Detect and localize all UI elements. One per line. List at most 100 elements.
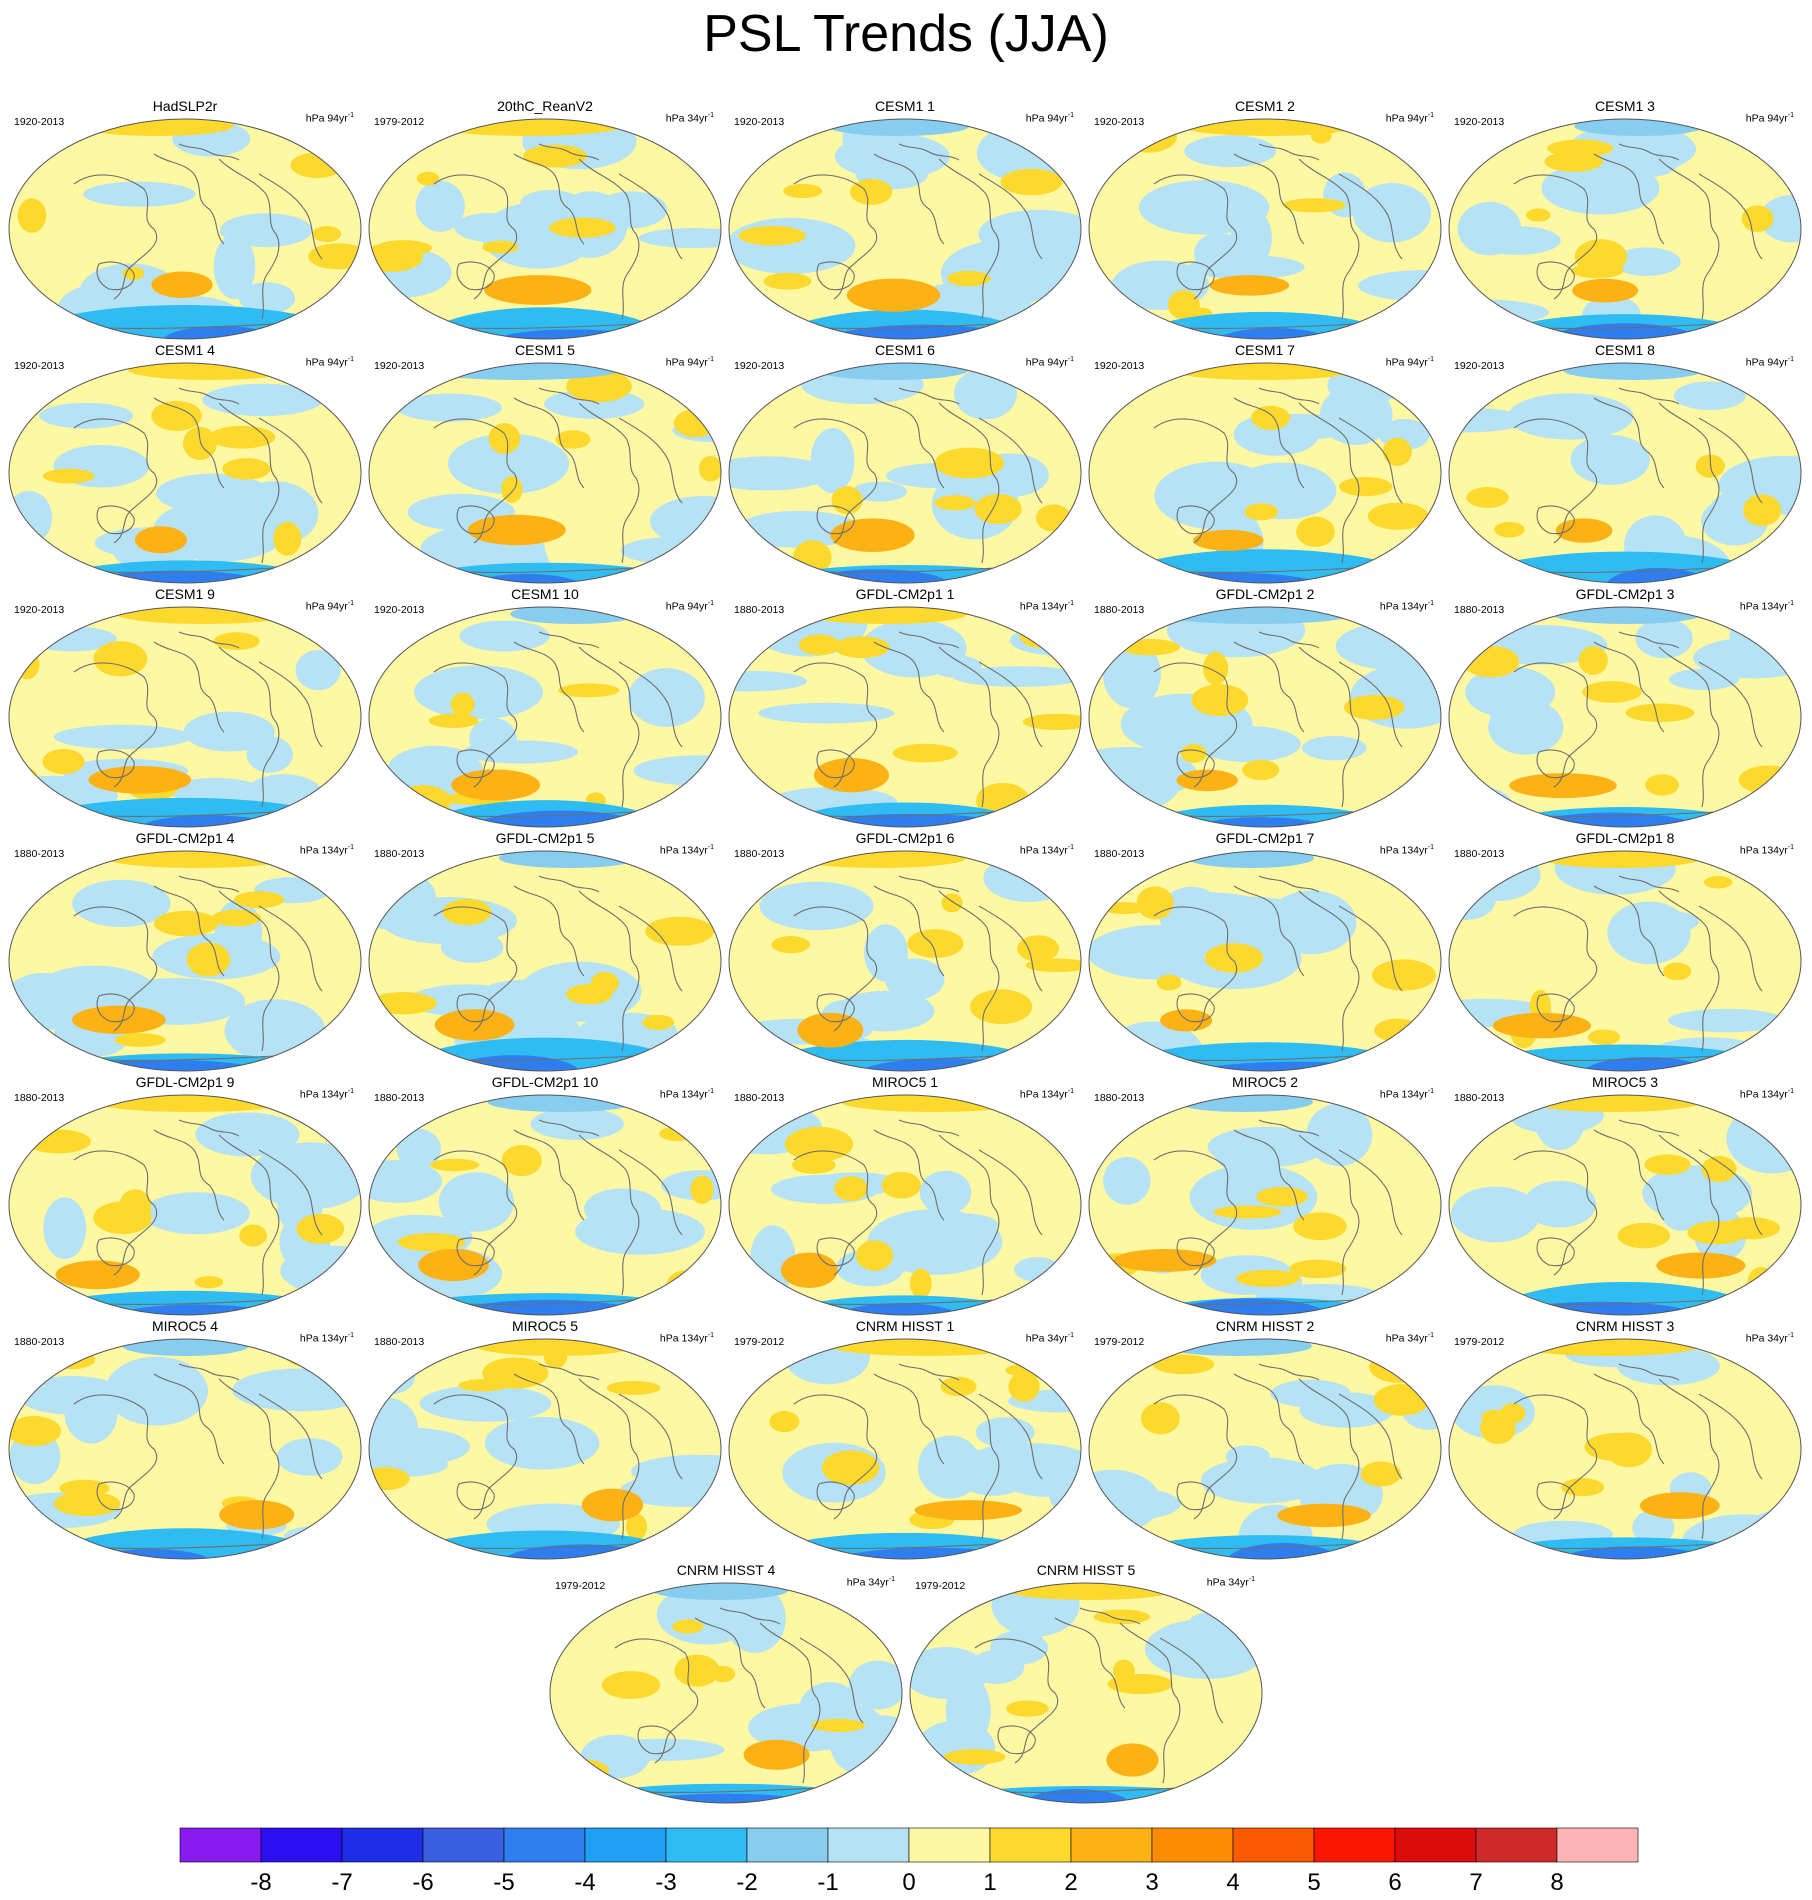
panel-period: 1880-2013	[734, 604, 785, 616]
map-panel: GFDL-CM2p1 10 1880-2013 hPa 134yr-1	[364, 1074, 726, 1320]
field-contour	[83, 181, 196, 207]
field-contour	[72, 1005, 166, 1034]
map-boundary	[728, 1094, 1082, 1316]
field-contour	[1616, 1346, 1720, 1386]
panel-period: 1880-2013	[1454, 604, 1505, 616]
coastline	[1536, 749, 1575, 779]
coastline	[513, 1373, 585, 1465]
field-contour	[1251, 405, 1291, 430]
coastline	[793, 1150, 878, 1276]
panel-units: hPa 134yr-1	[300, 1088, 354, 1101]
map-panel: MIROC5 5 1880-2013 hPa 134yr-1	[364, 1318, 726, 1564]
panel-units-text: hPa 134yr	[659, 1332, 708, 1345]
field-contour	[369, 992, 437, 1015]
panel-units-text: hPa 134yr	[1019, 1088, 1068, 1101]
field-contour	[39, 402, 134, 429]
field-contour	[296, 1213, 345, 1244]
field-contour	[153, 910, 219, 937]
coastline	[1338, 417, 1403, 504]
coastline	[793, 662, 878, 788]
coastline	[1618, 143, 1680, 161]
coastline	[1159, 1637, 1224, 1724]
field-contour	[1372, 959, 1436, 991]
field-contour	[729, 456, 832, 491]
coastline	[1233, 641, 1305, 733]
field-contour	[186, 942, 231, 977]
coastline	[1233, 153, 1305, 245]
field-contour	[748, 1703, 866, 1752]
coastline	[618, 661, 683, 748]
coastline	[538, 875, 600, 893]
coastline	[178, 631, 240, 649]
coastline	[1233, 885, 1305, 977]
field-contour	[1463, 645, 1520, 678]
field-contour	[1494, 521, 1525, 538]
field-contour	[442, 898, 492, 926]
field-contour	[1612, 247, 1681, 276]
panel-title: CNRM HISST 1	[855, 1318, 955, 1334]
map-boundary	[8, 118, 362, 340]
coastline	[96, 1237, 135, 1267]
field-contour	[738, 225, 806, 246]
field-contour	[1352, 182, 1432, 243]
coastline	[938, 1378, 1000, 1540]
field-contour	[501, 1145, 542, 1177]
coastline	[997, 1725, 1036, 1755]
colorbar-tick-label: -4	[574, 1869, 595, 1896]
field-contour	[850, 178, 893, 205]
map-projection	[368, 362, 722, 584]
panel-period: 1979-2012	[374, 116, 425, 128]
field-contour	[940, 240, 1062, 307]
map-panel: GFDL-CM2p1 4 1880-2013 hPa 134yr-1	[4, 830, 366, 1076]
colorbar-swatch	[1313, 1827, 1396, 1863]
panel-period: 1920-2013	[14, 360, 65, 372]
field-contour	[810, 427, 855, 494]
field-contour	[952, 666, 1081, 687]
coastline	[978, 173, 1043, 260]
coastline	[873, 397, 945, 489]
panel-units-text: hPa 134yr	[299, 1332, 348, 1345]
coastline	[218, 1134, 280, 1296]
field-contour	[9, 1416, 62, 1447]
field-contour	[855, 1240, 894, 1271]
coastline	[1593, 641, 1665, 733]
field-contour	[811, 1718, 866, 1732]
coastline	[153, 1129, 225, 1221]
field-contour	[797, 1012, 864, 1048]
field-contour	[743, 1739, 810, 1770]
field-contour	[642, 1014, 675, 1031]
panel-units-text: hPa 134yr	[1379, 600, 1428, 613]
panel-units-text: hPa 134yr	[1019, 844, 1068, 857]
coastline	[1658, 158, 1720, 320]
colorbar-tick-label: -7	[331, 1869, 352, 1896]
map-panel: CESM1 7 1920-2013 hPa 94yr-1	[1084, 342, 1446, 588]
field-contour	[273, 521, 302, 556]
field-contour	[1587, 1029, 1621, 1045]
field-contour	[1572, 278, 1639, 303]
field-contour	[1645, 774, 1680, 796]
map-boundary	[1448, 606, 1802, 828]
map-projection	[1448, 1094, 1802, 1316]
panel-units: hPa 134yr-1	[1740, 600, 1794, 613]
field-contour	[433, 119, 622, 136]
field-contour	[1703, 875, 1733, 889]
map-panel: MIROC5 3 1880-2013 hPa 134yr-1	[1444, 1074, 1806, 1320]
panel-units-exponent: -1	[1248, 1576, 1255, 1583]
field-contour	[1480, 1412, 1516, 1445]
coastline	[218, 158, 280, 320]
map-panel: CESM1 10 1920-2013 hPa 94yr-1	[364, 586, 726, 832]
field-contour	[910, 1647, 989, 1699]
panel-units: hPa 134yr-1	[1740, 1088, 1794, 1101]
panel-period: 1880-2013	[1454, 1092, 1505, 1104]
colorbar-tick-label: 1	[983, 1869, 996, 1896]
field-contour	[418, 1248, 489, 1282]
map-boundary	[728, 850, 1082, 1072]
coastline	[1338, 173, 1403, 260]
coastline	[938, 158, 1000, 320]
coastline	[96, 505, 135, 535]
coastline	[153, 1373, 225, 1465]
field-contour	[93, 641, 148, 677]
field-contour	[934, 495, 976, 511]
field-contour	[729, 791, 775, 815]
coastline	[1658, 1378, 1720, 1540]
